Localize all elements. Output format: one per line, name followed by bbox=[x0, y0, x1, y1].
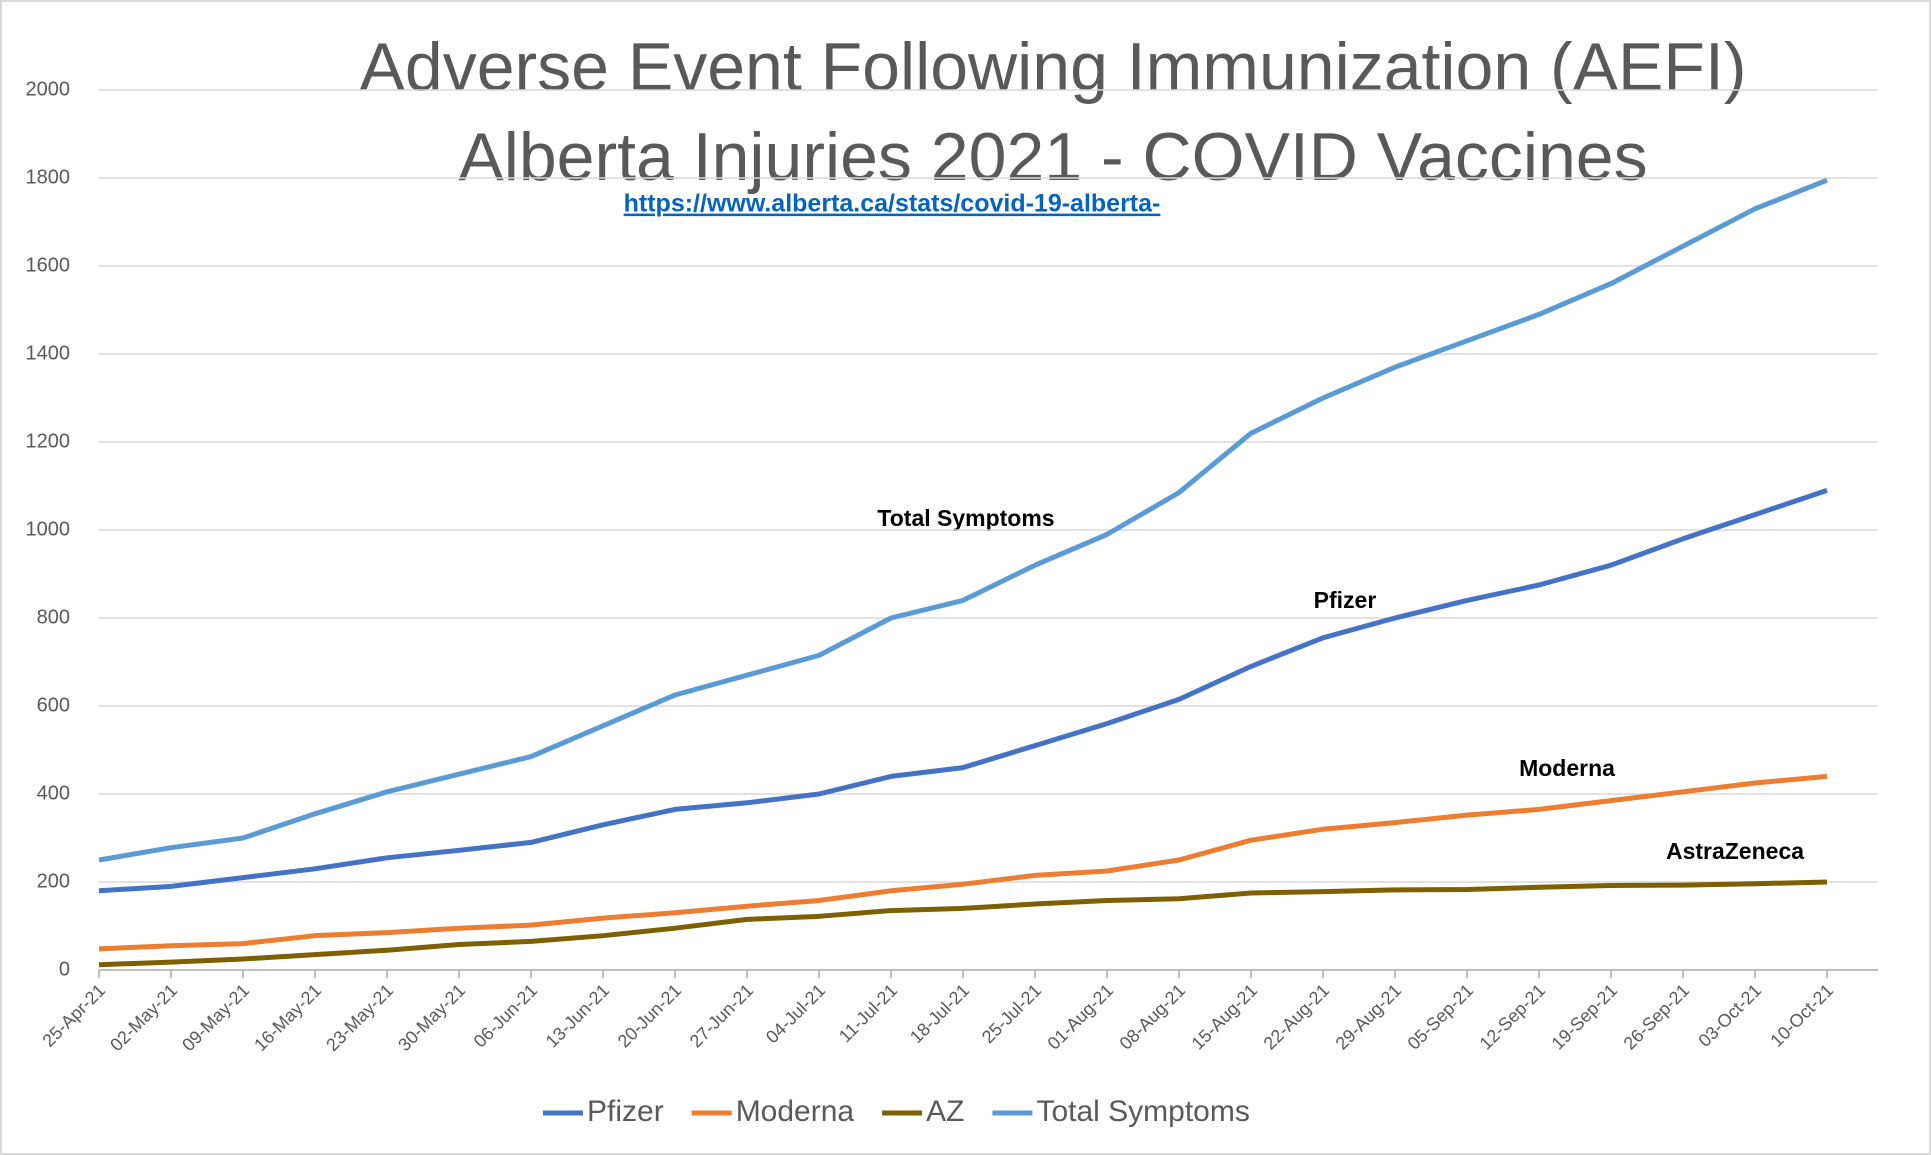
chart-subtitle: Alberta Injuries 2021 - COVID Vaccines bbox=[458, 119, 1647, 195]
annotation: Pfizer bbox=[1314, 587, 1377, 613]
annotation: Moderna bbox=[1519, 755, 1615, 781]
legend-label: Moderna bbox=[736, 1095, 855, 1128]
y-tick-label: 1200 bbox=[26, 430, 71, 452]
y-tick-label: 1800 bbox=[26, 166, 71, 188]
y-tick-label: 1000 bbox=[26, 518, 71, 540]
y-tick-label: 0 bbox=[59, 958, 70, 980]
series-line bbox=[98, 177, 1828, 863]
legend-label: Total Symptoms bbox=[1036, 1095, 1249, 1128]
annotation: AstraZeneca bbox=[1666, 838, 1804, 864]
y-tick-label: 400 bbox=[37, 782, 70, 804]
source-link[interactable]: https://www.alberta.ca/stats/covid-19-al… bbox=[624, 190, 1161, 218]
legend-label: AZ bbox=[926, 1095, 964, 1128]
series-line bbox=[98, 488, 1828, 894]
y-tick-label: 600 bbox=[37, 694, 70, 716]
series-line bbox=[98, 773, 1828, 952]
annotation: Total Symptoms bbox=[877, 505, 1054, 531]
y-tick-label: 1600 bbox=[26, 254, 71, 276]
series-line bbox=[98, 879, 1828, 968]
y-tick-label: 800 bbox=[37, 606, 70, 628]
legend-label: Pfizer bbox=[587, 1095, 664, 1128]
y-tick-label: 2000 bbox=[26, 78, 71, 100]
y-tick-label: 1400 bbox=[26, 342, 71, 364]
chart-title: Adverse Event Following Immunization (AE… bbox=[360, 29, 1747, 105]
y-tick-label: 200 bbox=[37, 870, 70, 892]
